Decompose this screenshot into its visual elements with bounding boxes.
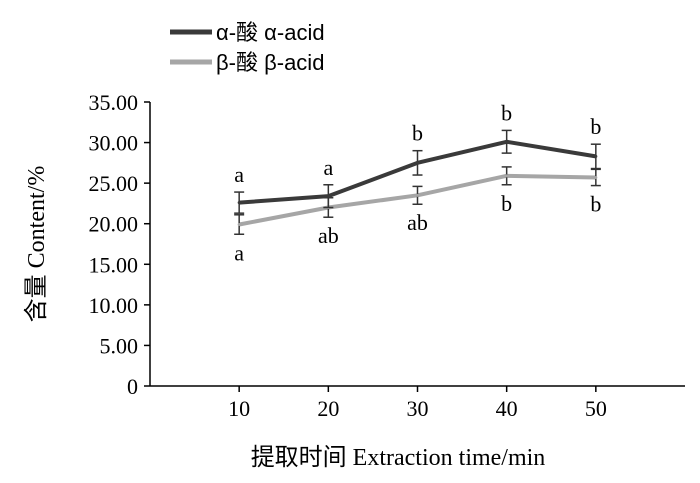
significance-label-alpha: b (501, 100, 512, 125)
y-tick-label: 35.00 (89, 90, 139, 115)
y-tick-label: 10.00 (89, 293, 139, 318)
x-ticks: 10 20 30 40 50 (228, 386, 607, 421)
data-point-alpha (416, 161, 419, 165)
y-tick-label: 25.00 (89, 171, 139, 196)
x-axis-title: 提取时间 Extraction time/min (251, 444, 546, 471)
data-point-beta (594, 175, 598, 179)
y-tick-label: 5.00 (100, 333, 139, 358)
legend-label-beta: β-酸 β-acid (216, 50, 324, 75)
significance-label-alpha: b (412, 121, 423, 146)
y-tick-label: 15.00 (89, 252, 139, 277)
x-tick-label: 30 (407, 396, 429, 421)
x-tick-label: 40 (496, 396, 518, 421)
data-point-alpha (326, 194, 330, 198)
significance-label-alpha: a (234, 162, 244, 187)
y-tick-label: 30.00 (89, 131, 139, 156)
legend-label-alpha: α-酸 α-acid (216, 20, 325, 45)
significance-label-alpha: b (590, 114, 601, 139)
x-tick-label: 20 (317, 396, 339, 421)
significance-label-beta: b (501, 191, 512, 216)
legend: α-酸 α-acid β-酸 β-acid (170, 20, 325, 75)
y-ticks: 0 5.00 10.00 15.00 20.00 25.00 30.00 35.00 (89, 90, 150, 399)
data-point-beta (505, 174, 509, 178)
y-tick-label: 20.00 (89, 212, 139, 237)
x-tick-label: 10 (228, 396, 250, 421)
data-point-beta (237, 223, 241, 227)
data-point-alpha (594, 154, 598, 158)
significance-label-beta: b (590, 192, 601, 217)
significance-label-beta: ab (407, 210, 428, 235)
y-axis-title: 含量 Content/% (23, 166, 50, 323)
significance-label-alpha: a (323, 155, 333, 180)
y-tick-label: 0 (127, 374, 138, 399)
significance-label-beta: ab (318, 223, 339, 248)
significance-label-beta: a (234, 240, 244, 265)
data-point-alpha (505, 140, 509, 144)
data-point-alpha (237, 201, 241, 205)
x-tick-label: 50 (585, 396, 607, 421)
data-point-beta (416, 193, 419, 197)
